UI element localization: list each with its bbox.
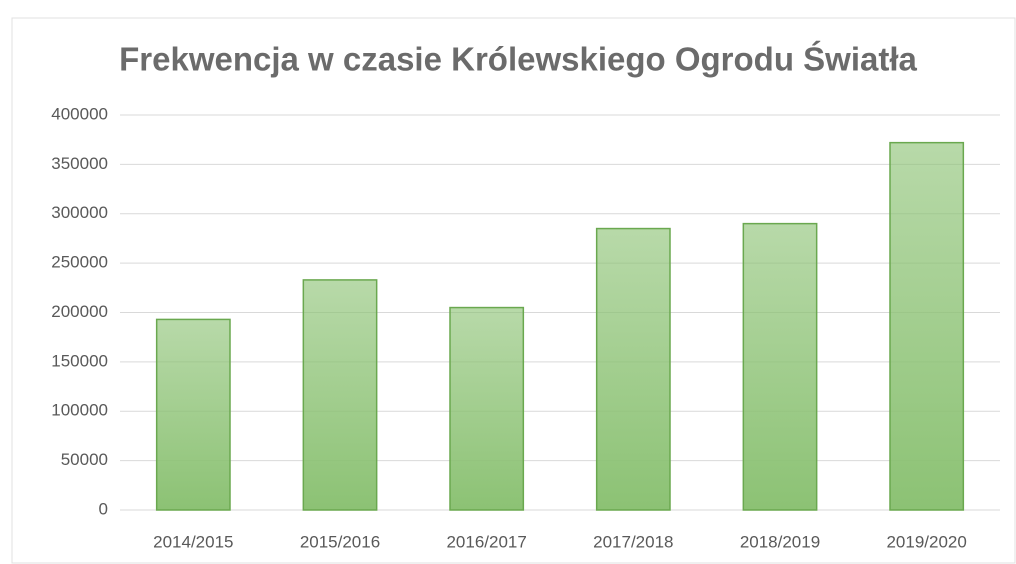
bar — [595, 227, 671, 511]
bar — [302, 279, 378, 511]
y-tick-label: 400000 — [51, 104, 108, 123]
y-tick-label: 250000 — [51, 253, 108, 272]
bar — [449, 306, 525, 511]
y-tick-label: 150000 — [51, 351, 108, 370]
y-tick-label: 350000 — [51, 154, 108, 173]
x-tick-label: 2015/2016 — [300, 532, 380, 551]
x-tick-label: 2016/2017 — [446, 532, 526, 551]
bar — [742, 222, 818, 511]
bar — [889, 141, 965, 511]
y-tick-label: 100000 — [51, 401, 108, 420]
x-tick-label: 2018/2019 — [740, 532, 820, 551]
x-tick-label: 2017/2018 — [593, 532, 673, 551]
y-tick-label: 300000 — [51, 203, 108, 222]
y-tick-label: 200000 — [51, 302, 108, 321]
x-tick-label: 2014/2015 — [153, 532, 233, 551]
y-tick-label: 0 — [99, 499, 108, 518]
chart-title: Frekwencja w czasie Królewskiego Ogrodu … — [119, 41, 917, 78]
x-tick-label: 2019/2020 — [886, 532, 966, 551]
y-tick-label: 50000 — [61, 450, 108, 469]
bar — [155, 318, 231, 511]
